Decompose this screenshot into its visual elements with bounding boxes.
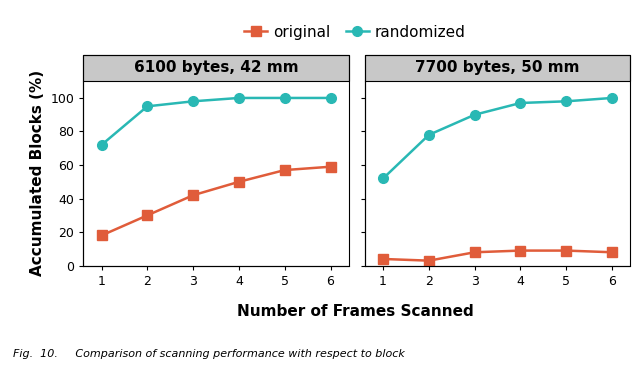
Text: 6100 bytes, 42 mm: 6100 bytes, 42 mm [134,61,298,75]
Legend: original, randomized: original, randomized [238,19,472,46]
Text: Number of Frames Scanned: Number of Frames Scanned [237,304,474,319]
Y-axis label: Accumulated Blocks (%): Accumulated Blocks (%) [29,70,45,276]
Text: 7700 bytes, 50 mm: 7700 bytes, 50 mm [415,61,580,75]
Text: Fig.  10.     Comparison of scanning performance with respect to block: Fig. 10. Comparison of scanning performa… [13,349,404,359]
